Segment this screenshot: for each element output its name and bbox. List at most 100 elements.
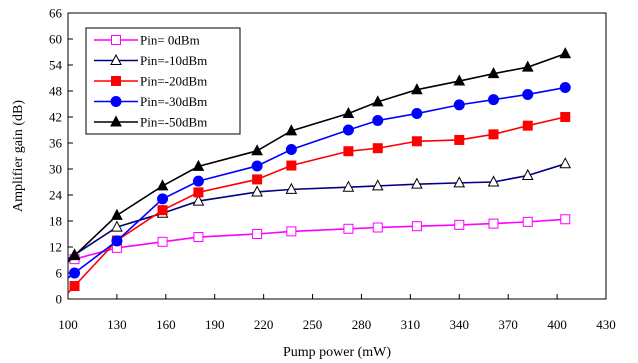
x-tick-label: 250 (303, 317, 323, 332)
data-point (522, 120, 533, 131)
series-line (67, 86, 566, 279)
x-tick-label: 430 (596, 317, 616, 332)
series-4 (67, 47, 572, 263)
data-point (488, 94, 500, 106)
data-point (453, 176, 466, 188)
y-tick-label: 66 (49, 6, 63, 21)
data-point (157, 193, 169, 205)
y-tick-label: 54 (49, 58, 63, 73)
data-point (193, 187, 204, 198)
y-tick-label: 30 (49, 162, 62, 177)
data-point (453, 99, 465, 111)
data-point (192, 159, 205, 171)
data-point (251, 160, 263, 172)
data-point (111, 220, 123, 232)
series-3 (67, 82, 571, 279)
data-point (559, 82, 571, 94)
legend-marker (110, 115, 122, 127)
data-point (157, 205, 168, 216)
data-point (69, 281, 80, 291)
series-line (67, 52, 566, 263)
data-point (522, 216, 533, 227)
data-point (156, 179, 169, 191)
data-point (411, 136, 422, 147)
x-tick-label: 130 (107, 317, 127, 332)
data-point (286, 160, 297, 171)
x-tick-label: 400 (547, 317, 567, 332)
legend-label: Pin= 0dBm (140, 33, 200, 48)
data-point (487, 175, 500, 187)
y-tick-label: 42 (49, 110, 62, 125)
data-point (342, 180, 355, 192)
data-point (488, 218, 499, 229)
data-point (285, 182, 298, 194)
y-tick-label: 0 (56, 292, 63, 307)
data-point (251, 185, 263, 197)
series-0 (67, 214, 571, 265)
data-point (559, 157, 572, 169)
data-point (521, 60, 534, 72)
plot-area (67, 12, 607, 300)
data-point (252, 174, 263, 185)
data-point (453, 74, 466, 86)
series-line (67, 116, 566, 294)
y-axis: 0 6 12 18 24 30 36 42 48 54 60 66 (49, 6, 73, 307)
data-point (285, 124, 298, 136)
series-line (67, 163, 566, 260)
data-point (411, 177, 423, 189)
legend-marker (110, 96, 122, 107)
series-line (67, 218, 566, 262)
y-tick-label: 24 (49, 188, 63, 203)
legend-label: Pin=-30dBm (140, 94, 207, 109)
data-point (454, 219, 465, 230)
data-point (560, 112, 571, 122)
x-axis-title: Pump power (mW) (283, 345, 391, 360)
data-point (522, 88, 534, 100)
data-point (285, 144, 297, 155)
data-point (454, 134, 465, 145)
data-point (371, 179, 384, 191)
x-tick-label: 160 (156, 317, 176, 332)
data-point (192, 194, 205, 206)
series-2 (67, 112, 571, 294)
series-layer (67, 47, 572, 294)
data-point (371, 95, 384, 107)
y-tick-label: 60 (49, 32, 62, 47)
x-tick-label: 190 (205, 317, 225, 332)
x-tick-label: 340 (450, 317, 470, 332)
data-point (157, 236, 168, 247)
y-tick-label: 12 (49, 240, 62, 255)
legend-label: Pin=-20dBm (140, 74, 207, 89)
x-tick-label: 280 (352, 317, 372, 332)
y-tick-label: 48 (49, 84, 62, 99)
data-point (69, 267, 81, 279)
data-point (411, 108, 423, 120)
data-point (559, 47, 572, 59)
data-point (342, 106, 355, 119)
x-tick-label: 220 (254, 317, 274, 332)
x-tick-label: 370 (498, 317, 518, 332)
data-point (411, 221, 422, 232)
data-point (372, 114, 384, 126)
data-point (372, 143, 383, 154)
data-point (372, 222, 383, 233)
data-point (487, 67, 500, 79)
legend: Pin= 0dBm Pin=-10dBm Pin=-20dBm Pin=-30dBm P… (85, 27, 241, 135)
data-point (342, 124, 354, 136)
data-point (193, 232, 204, 243)
data-point (343, 146, 354, 157)
x-tick-label: 310 (401, 317, 421, 332)
data-point (560, 214, 571, 225)
y-tick-label: 6 (56, 266, 63, 281)
data-point (521, 168, 534, 180)
data-point (251, 144, 263, 156)
data-point (111, 208, 123, 220)
y-axis-title: Amplifier gain (dB) (11, 100, 26, 212)
data-point (286, 226, 297, 237)
legend-marker (111, 76, 121, 86)
data-point (411, 83, 423, 95)
y-tick-label: 36 (49, 136, 63, 151)
data-point (343, 223, 354, 234)
legend-marker (111, 35, 121, 45)
